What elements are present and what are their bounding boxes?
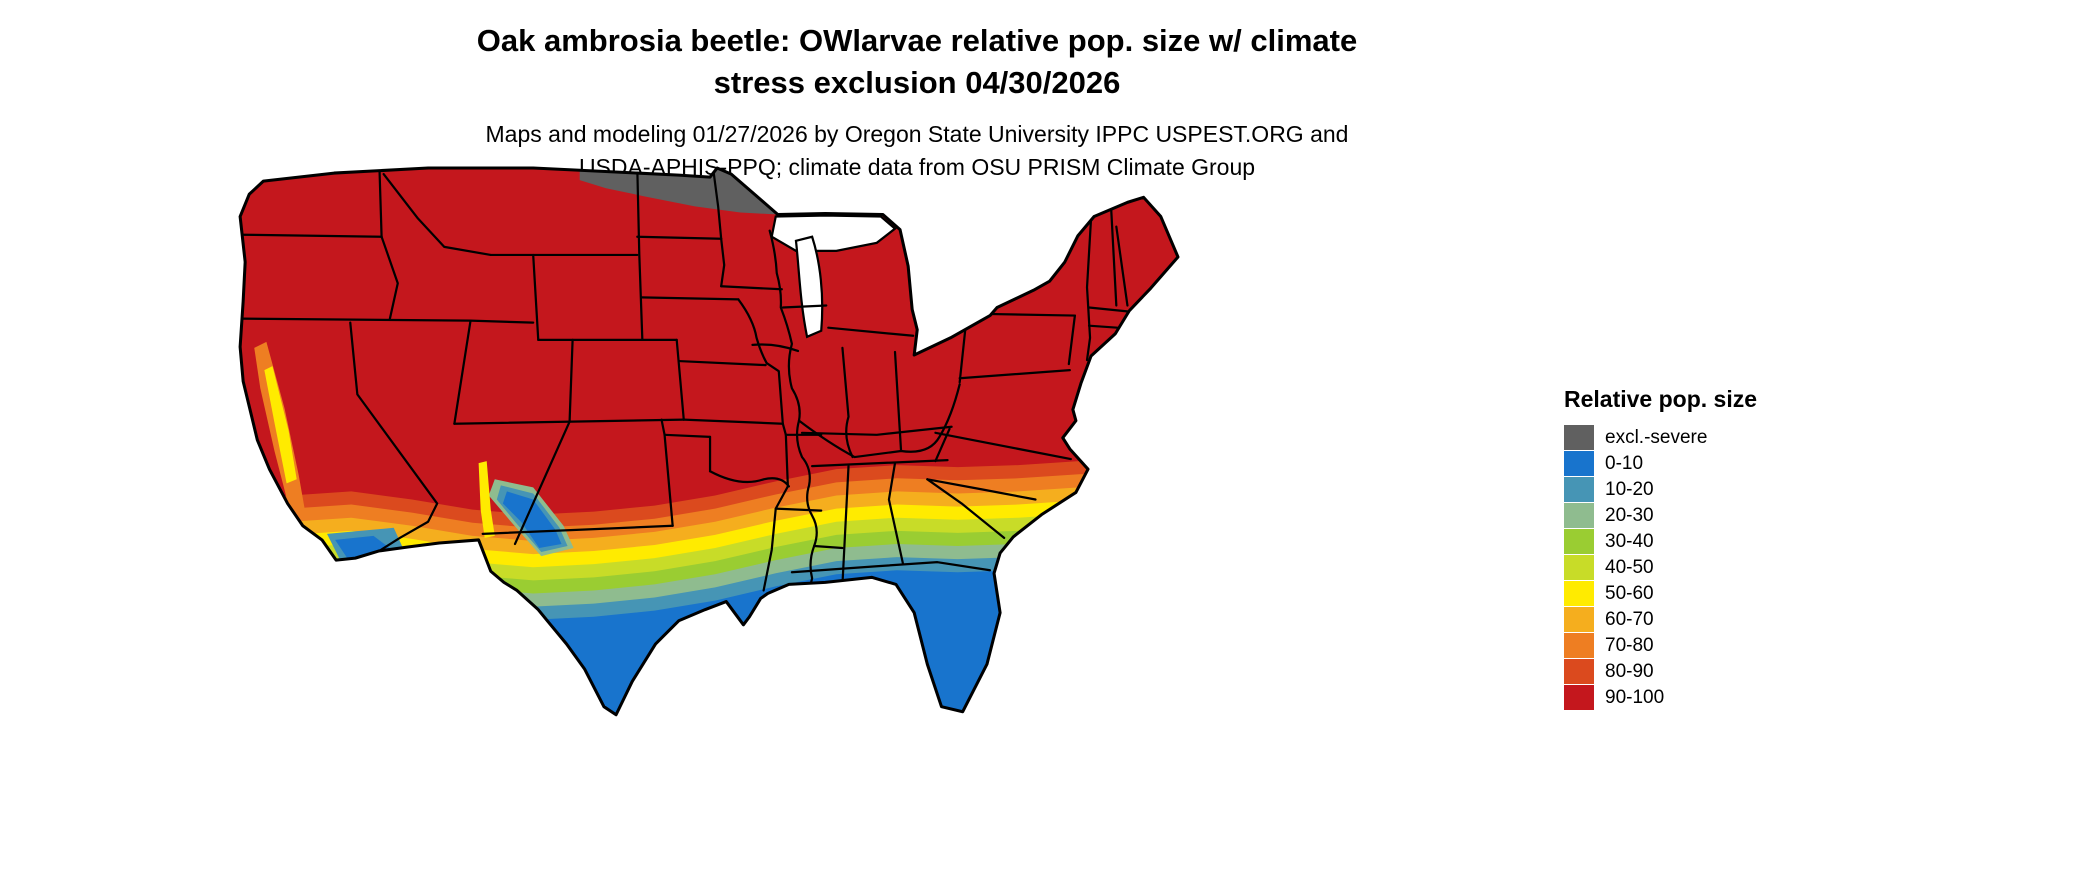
- state-borders: [241, 168, 1130, 596]
- legend-item-label: 50-60: [1605, 582, 1654, 604]
- lake-michigan: [794, 235, 824, 339]
- legend-item: 80-90: [1564, 659, 1824, 684]
- legend-swatch: [1564, 425, 1594, 450]
- legend-swatch: [1564, 607, 1594, 632]
- legend-swatch: [1564, 581, 1594, 606]
- page-subtitle: Maps and modeling 01/27/2026 by Oregon S…: [0, 118, 1834, 185]
- legend-swatch: [1564, 633, 1594, 658]
- legend-item-label: 20-30: [1605, 504, 1654, 526]
- legend-item-label: 90-100: [1605, 686, 1665, 708]
- legend-item-label: 60-70: [1605, 608, 1654, 630]
- arizona-blue-patch: [502, 491, 562, 549]
- legend-items: excl.-severe 0-10 10-20 20-30 30-40 40-50 50-6…: [1564, 425, 1824, 710]
- us-map-svg: [238, 166, 1180, 717]
- page-subtitle-line1: Maps and modeling 01/27/2026 by Oregon S…: [485, 121, 1349, 147]
- legend-item: 50-60: [1564, 581, 1824, 606]
- legend-item-label: 0-10: [1605, 452, 1644, 474]
- excluded-region-minnesota: [579, 168, 778, 215]
- legend-item-label: excl.-severe: [1605, 426, 1708, 448]
- legend-item: 40-50: [1564, 555, 1824, 580]
- legend-swatch: [1564, 555, 1594, 580]
- legend-item-label: 30-40: [1605, 530, 1654, 552]
- legend-item: 0-10: [1564, 451, 1824, 476]
- rio-grande-yellow-streak: [478, 461, 495, 538]
- us-choropleth-map: [230, 166, 1180, 737]
- legend-item: excl.-severe: [1564, 425, 1824, 450]
- legend-swatch: [1564, 451, 1594, 476]
- legend-item: 70-80: [1564, 633, 1824, 658]
- legend-item-label: 70-80: [1605, 634, 1654, 656]
- legend-swatch: [1564, 529, 1594, 554]
- legend-swatch: [1564, 477, 1594, 502]
- legend-swatch: [1564, 659, 1594, 684]
- legend-item: 30-40: [1564, 529, 1824, 554]
- us-outline: [238, 166, 1180, 717]
- legend-item-label: 80-90: [1605, 660, 1654, 682]
- legend-title: Relative pop. size: [1564, 386, 1758, 412]
- california-valley-yellow-patch: [264, 366, 297, 484]
- page-title-line1: Oak ambrosia beetle: OWlarvae relative p…: [476, 23, 1358, 58]
- legend-item: 60-70: [1564, 607, 1824, 632]
- legend-item-label: 40-50: [1605, 556, 1654, 578]
- legend: Relative pop. size excl.-severe 0-10 10-20…: [1564, 386, 1824, 711]
- legend-item-label: 10-20: [1605, 478, 1654, 500]
- legend-swatch: [1564, 503, 1594, 528]
- page-title: Oak ambrosia beetle: OWlarvae relative p…: [0, 20, 1834, 104]
- legend-swatch: [1564, 685, 1594, 710]
- legend-item: 90-100: [1564, 685, 1824, 710]
- page-title-line2: stress exclusion 04/30/2026: [713, 64, 1121, 100]
- legend-item: 10-20: [1564, 477, 1824, 502]
- legend-item: 20-30: [1564, 503, 1824, 528]
